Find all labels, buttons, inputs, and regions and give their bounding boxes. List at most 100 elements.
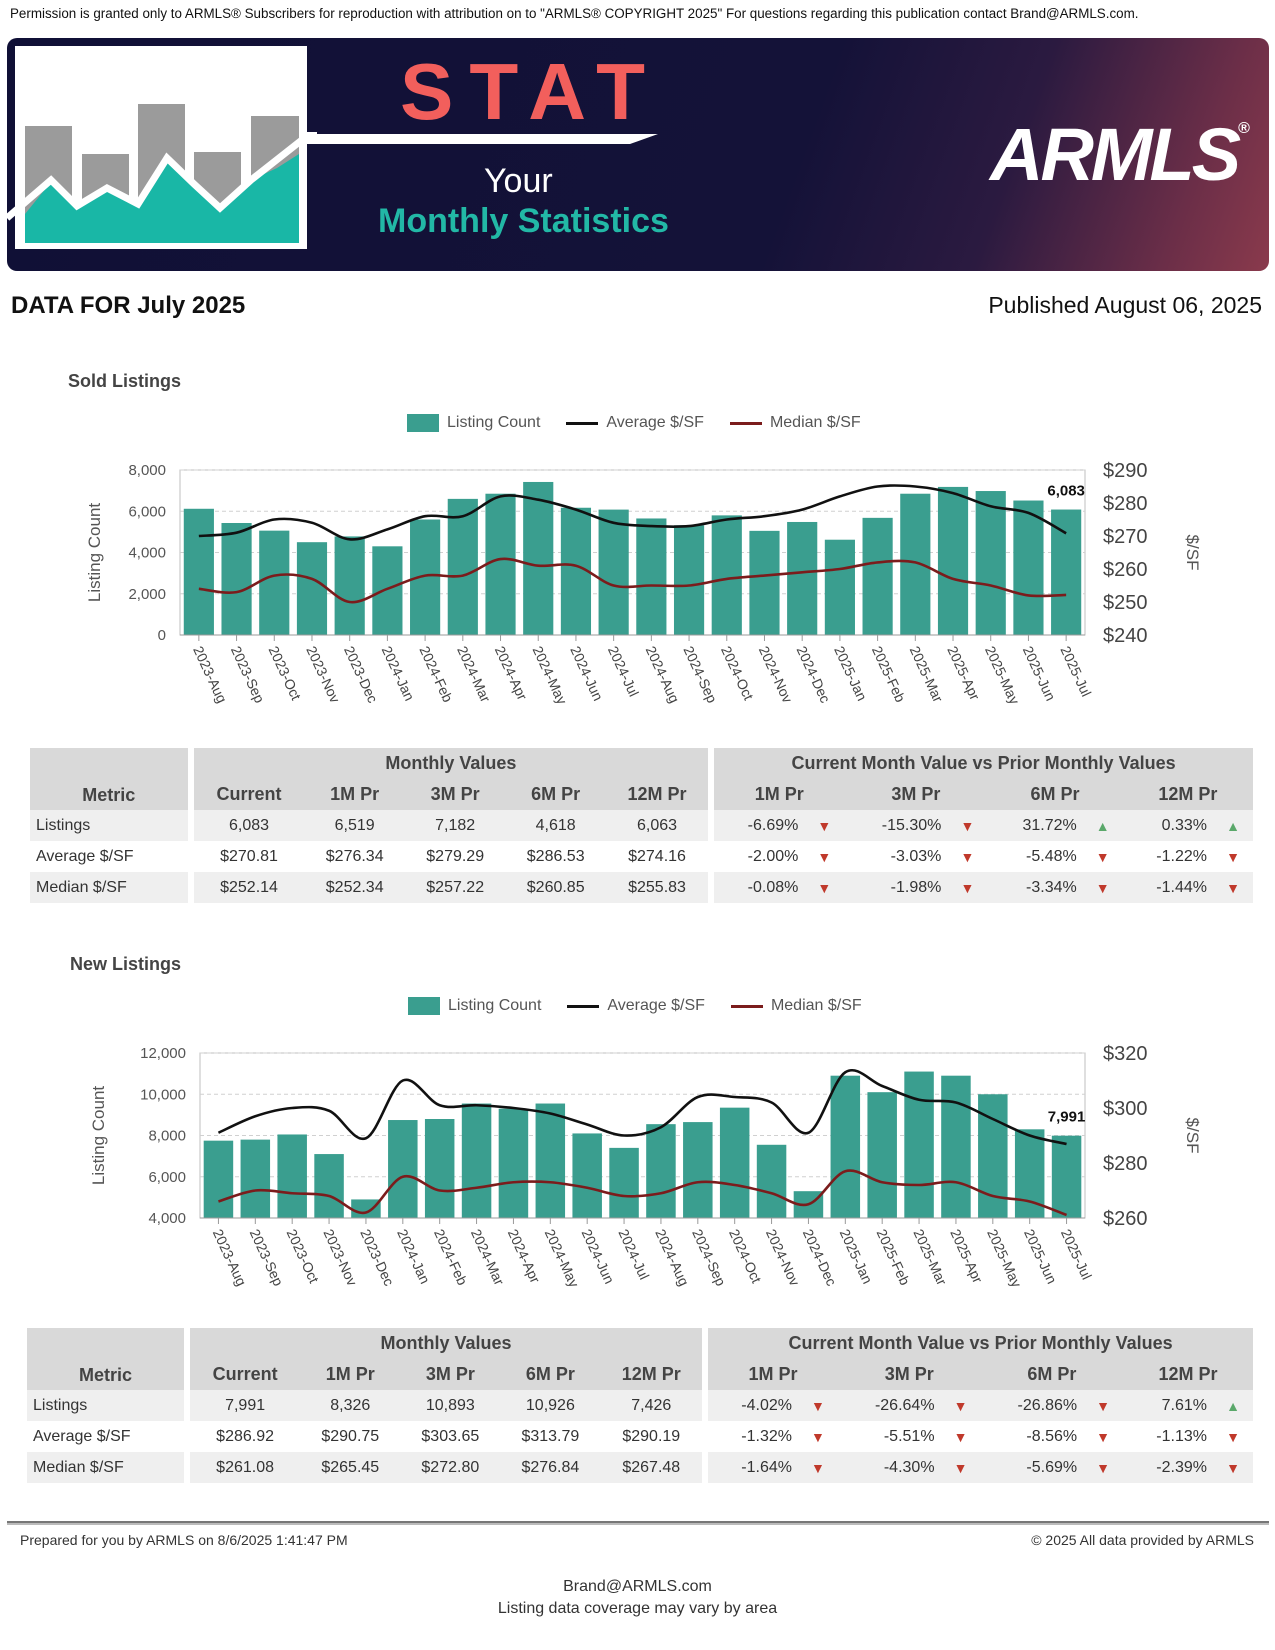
y2-tick-label: $280 <box>1103 493 1148 515</box>
group-monthly-values: Monthly Values <box>189 1328 703 1359</box>
down-arrow-icon: ▼ <box>960 848 975 865</box>
table-row: Listings 6,083 6,519 7,182 4,618 6,063 -6.69% ▼… <box>30 810 1253 841</box>
sold-listings-title: Sold Listings <box>68 371 182 391</box>
row-value: $274.16 <box>628 847 686 865</box>
x-tick-label: 2025-May <box>982 644 1023 707</box>
row-metric: Median $/SF <box>30 872 188 903</box>
y2-tick-label: $240 <box>1103 625 1148 647</box>
x-tick-label: 2023-Aug <box>210 1227 250 1289</box>
col-metric: Metric <box>30 748 188 810</box>
x-tick-label: 2025-Mar <box>907 644 947 705</box>
bar <box>598 509 629 635</box>
row-value: $265.45 <box>300 1452 401 1483</box>
down-arrow-icon: ▼ <box>1213 872 1253 903</box>
header-banner <box>7 38 1269 271</box>
down-arrow-icon: ▼ <box>947 872 988 903</box>
new-listings-table: Metric Monthly Values Current Month Value … <box>27 1328 1253 1483</box>
row-pct-change: -4.02% <box>708 1390 798 1421</box>
table-row: Median $/SF $252.14 $252.34 $257.22 $260.85 $… <box>30 872 1253 903</box>
col-header: 12M Pr <box>1122 779 1253 810</box>
row-value: 6,083 <box>193 810 305 841</box>
col-header: 6M Pr <box>980 1359 1124 1390</box>
col-header: Current <box>189 1359 301 1390</box>
x-tick-label: 2024-Feb <box>416 644 456 705</box>
row-pct-change: -0.08% <box>714 872 805 903</box>
x-tick-label: 2025-Jan <box>831 644 870 704</box>
bar <box>1013 500 1044 635</box>
bar <box>830 1075 861 1218</box>
last-value-label: 6,083 <box>1047 483 1085 500</box>
bar <box>900 493 931 635</box>
y2-axis-label: $/SF <box>1183 1118 1202 1154</box>
logo-wordmark: ARMLS <box>990 113 1241 196</box>
col-header: 1M Pr <box>708 1359 838 1390</box>
x-tick-label: 2023-Oct <box>266 644 305 703</box>
x-tick-label: 2024-Jun <box>578 1227 617 1287</box>
x-tick-label: 2024-May <box>530 644 571 707</box>
legend-line-swatch <box>730 1004 763 1008</box>
y2-tick-label: $260 <box>1103 1208 1148 1230</box>
permission-notice: Permission is granted only to ARMLS® Sub… <box>10 6 1139 21</box>
legend-median: Median $/SF <box>769 414 861 431</box>
down-arrow-icon: ▼ <box>1226 1428 1240 1445</box>
down-arrow-icon: ▼ <box>1096 1428 1111 1445</box>
row-value: 6,519 <box>304 810 405 841</box>
row-pct-change: -8.56% <box>1026 1427 1078 1445</box>
sold-listings-table: Metric Monthly Values Current Month Value … <box>30 748 1253 903</box>
x-tick-label: 2025-Jul <box>1057 644 1094 699</box>
x-tick-label: 2023-Sep <box>228 644 268 706</box>
prepared-note: Prepared for you by ARMLS on 8/6/2025 1:… <box>20 1532 348 1548</box>
series-line <box>198 484 1067 541</box>
row-pct-change: -6.69% <box>714 810 805 841</box>
row-pct-change: -1.98% <box>844 872 948 903</box>
row-pct-change: -5.69% <box>980 1452 1084 1483</box>
row-value: 4,618 <box>505 810 606 841</box>
legend-line-swatch <box>567 1004 600 1008</box>
bar <box>535 1103 566 1218</box>
bar <box>572 1133 602 1218</box>
bar <box>259 530 290 635</box>
x-tick-label: 2024-May <box>542 1227 583 1290</box>
y2-tick-label: $250 <box>1103 592 1148 614</box>
row-metric: Average $/SF <box>33 1427 131 1445</box>
x-tick-label: 2025-May <box>984 1227 1025 1290</box>
row-pct-change: 7.61% <box>1123 1390 1213 1421</box>
banner-subtitle-1: Your <box>484 162 553 200</box>
bar <box>787 521 818 635</box>
row-value: $261.08 <box>189 1452 301 1483</box>
col-header: 1M Pr <box>300 1359 401 1390</box>
row-pct-change: -4.30% <box>837 1452 941 1483</box>
down-arrow-icon: ▼ <box>953 1428 968 1445</box>
col-header: 12M Pr <box>1123 1359 1253 1390</box>
row-value: 7,991 <box>189 1390 301 1421</box>
row-pct-change: 31.72% <box>987 810 1083 841</box>
bar <box>824 539 855 635</box>
data-period: DATA FOR July 2025 <box>11 292 246 319</box>
y2-tick-label: $280 <box>1103 1153 1148 1175</box>
x-tick-label: 2023-Dec <box>341 644 381 706</box>
bar <box>203 1140 234 1218</box>
y-tick-label: 8,000 <box>128 462 166 479</box>
contact-email: Brand@ARMLS.com <box>563 1578 712 1595</box>
bar <box>277 1134 307 1218</box>
row-value: $257.22 <box>404 872 506 903</box>
down-arrow-icon: ▼ <box>797 1390 838 1421</box>
up-arrow-icon: ▲ <box>1082 810 1123 841</box>
row-pct-change: -1.13% <box>1156 1427 1207 1445</box>
banner-divider-stripe <box>300 134 658 144</box>
down-arrow-icon: ▼ <box>804 872 845 903</box>
row-pct-change: -2.39% <box>1123 1452 1213 1483</box>
legend-average: Average $/SF <box>606 414 704 431</box>
row-value: $276.84 <box>500 1452 601 1483</box>
row-pct-change: -3.03% <box>890 847 942 865</box>
bar <box>461 1103 492 1218</box>
bar <box>334 536 365 635</box>
col-header: 3M Pr <box>837 1359 981 1390</box>
col-header: 12M Pr <box>605 779 709 810</box>
bar <box>1051 1135 1082 1218</box>
series-line <box>217 1069 1067 1146</box>
x-tick-label: 2024-Jan <box>394 1227 433 1287</box>
coverage-note: Listing data coverage may vary by area <box>497 1600 778 1617</box>
x-tick-label: 2025-Apr <box>947 1227 986 1286</box>
y-tick-label: 0 <box>158 627 166 644</box>
